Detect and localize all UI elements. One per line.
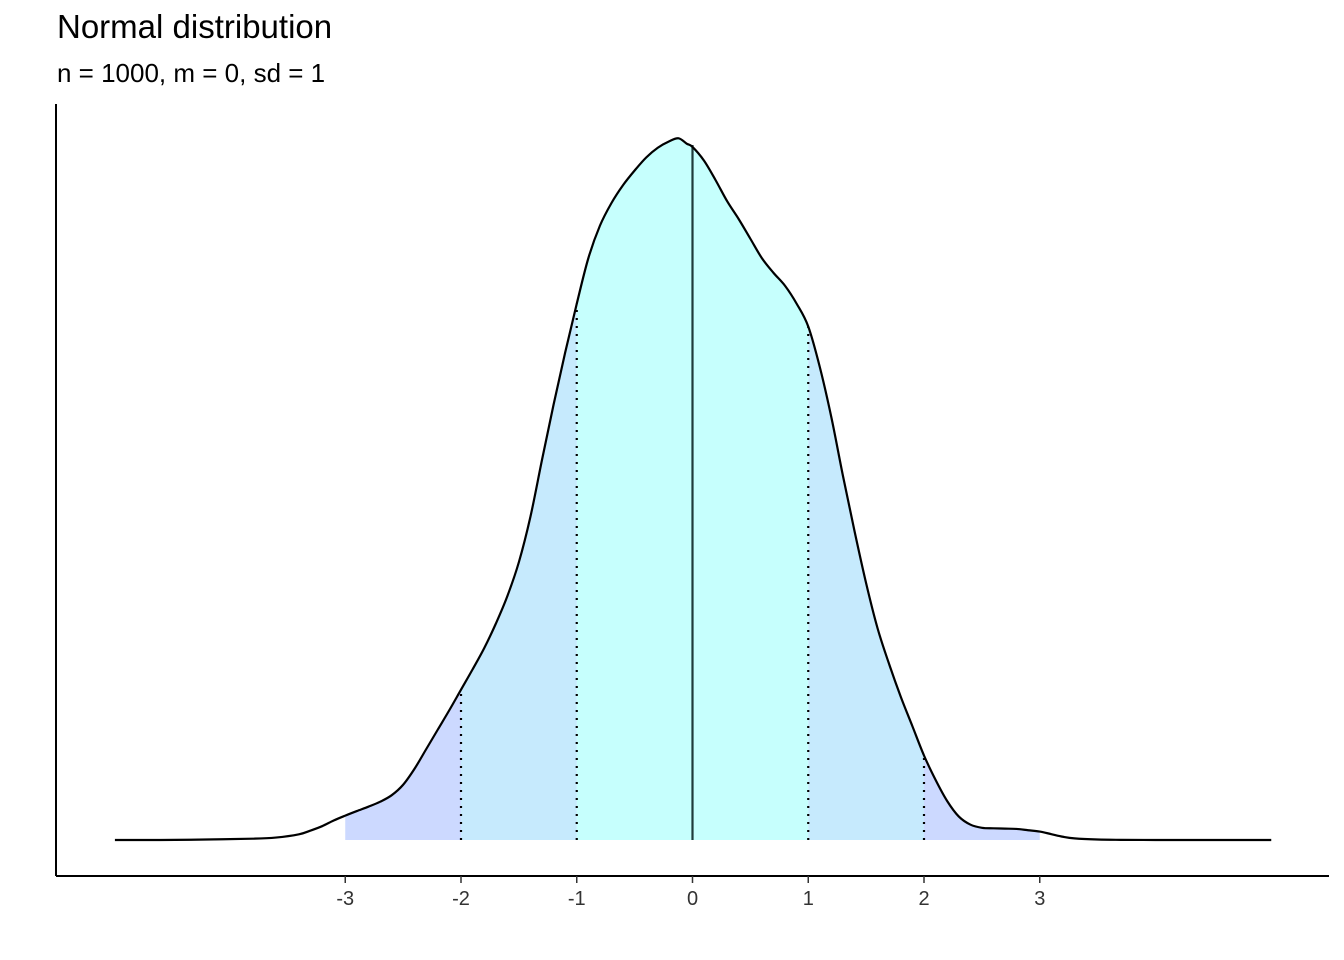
- x-tick-label: 0: [687, 888, 698, 910]
- chart-subtitle: n = 1000, m = 0, sd = 1: [57, 58, 326, 88]
- sd-reference-lines: [459, 303, 926, 840]
- fill-band-pos-2-3: [924, 755, 1040, 840]
- x-tick-label: 2: [918, 888, 929, 910]
- density-curve: [114, 137, 1272, 842]
- chart-title: Normal distribution: [57, 8, 333, 45]
- fill-band-neg-2-1: [461, 303, 577, 840]
- x-axis-ticks: -3 -2 -1 0 1 2 3: [336, 876, 1045, 910]
- x-tick-label: -3: [336, 888, 354, 910]
- x-tick-label: 1: [803, 888, 814, 910]
- fill-band-neg-3-2: [345, 689, 461, 840]
- x-tick-label: -2: [452, 888, 470, 910]
- x-tick-label: -1: [568, 888, 586, 910]
- x-tick-label: 3: [1034, 888, 1045, 910]
